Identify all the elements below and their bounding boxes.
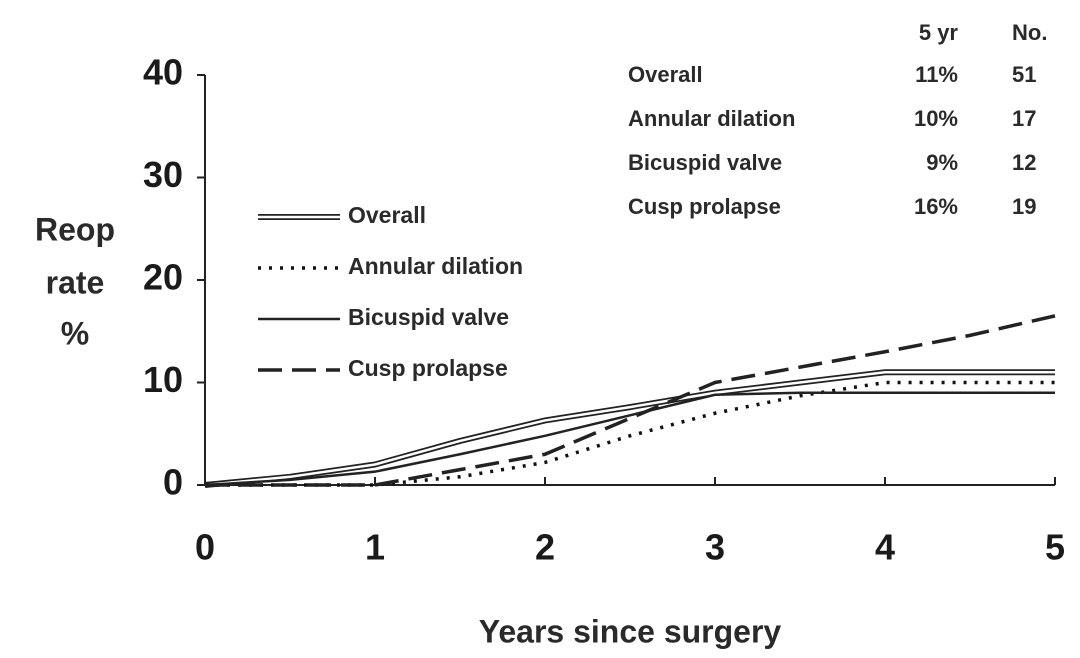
legend-label: Cusp prolapse bbox=[348, 355, 508, 381]
y-axis-label: Reop bbox=[35, 211, 115, 247]
y-tick-label: 40 bbox=[143, 52, 183, 93]
legend-label: Bicuspid valve bbox=[348, 304, 509, 330]
x-tick-label: 3 bbox=[705, 527, 725, 568]
y-tick-label: 10 bbox=[143, 359, 183, 400]
table-label: Annular dilation bbox=[628, 106, 795, 131]
table-count: 12 bbox=[1012, 150, 1036, 175]
y-axis-label: % bbox=[61, 315, 89, 351]
series-line bbox=[205, 314, 1056, 487]
table-count: 19 bbox=[1012, 194, 1036, 219]
legend-label: Annular dilation bbox=[348, 253, 523, 279]
table-header: No. bbox=[1012, 20, 1047, 45]
series-line bbox=[204, 369, 1055, 488]
table-label: Overall bbox=[628, 62, 703, 87]
x-tick-label: 1 bbox=[365, 527, 385, 568]
table-count: 51 bbox=[1012, 62, 1036, 87]
x-tick-label: 5 bbox=[1045, 527, 1065, 568]
table-label: Bicuspid valve bbox=[628, 150, 782, 175]
y-axis-label: rate bbox=[46, 264, 105, 300]
table-rate: 10% bbox=[914, 106, 958, 131]
table-rate: 16% bbox=[914, 194, 958, 219]
legend-label: Overall bbox=[348, 202, 426, 228]
series-line bbox=[205, 380, 1055, 487]
table-label: Cusp prolapse bbox=[628, 194, 781, 219]
x-axis-label: Years since surgery bbox=[479, 613, 782, 649]
x-tick-label: 4 bbox=[875, 527, 895, 568]
y-tick-label: 0 bbox=[163, 462, 183, 503]
series-line bbox=[204, 391, 1055, 487]
table-rate: 11% bbox=[915, 62, 958, 87]
table-header: 5 yr bbox=[919, 20, 959, 45]
y-tick-label: 30 bbox=[143, 154, 183, 195]
series-line bbox=[204, 371, 1055, 487]
y-tick-label: 20 bbox=[143, 257, 183, 298]
x-tick-label: 2 bbox=[535, 527, 555, 568]
x-tick-label: 0 bbox=[195, 527, 215, 568]
table-count: 17 bbox=[1012, 106, 1036, 131]
table-rate: 9% bbox=[926, 150, 958, 175]
